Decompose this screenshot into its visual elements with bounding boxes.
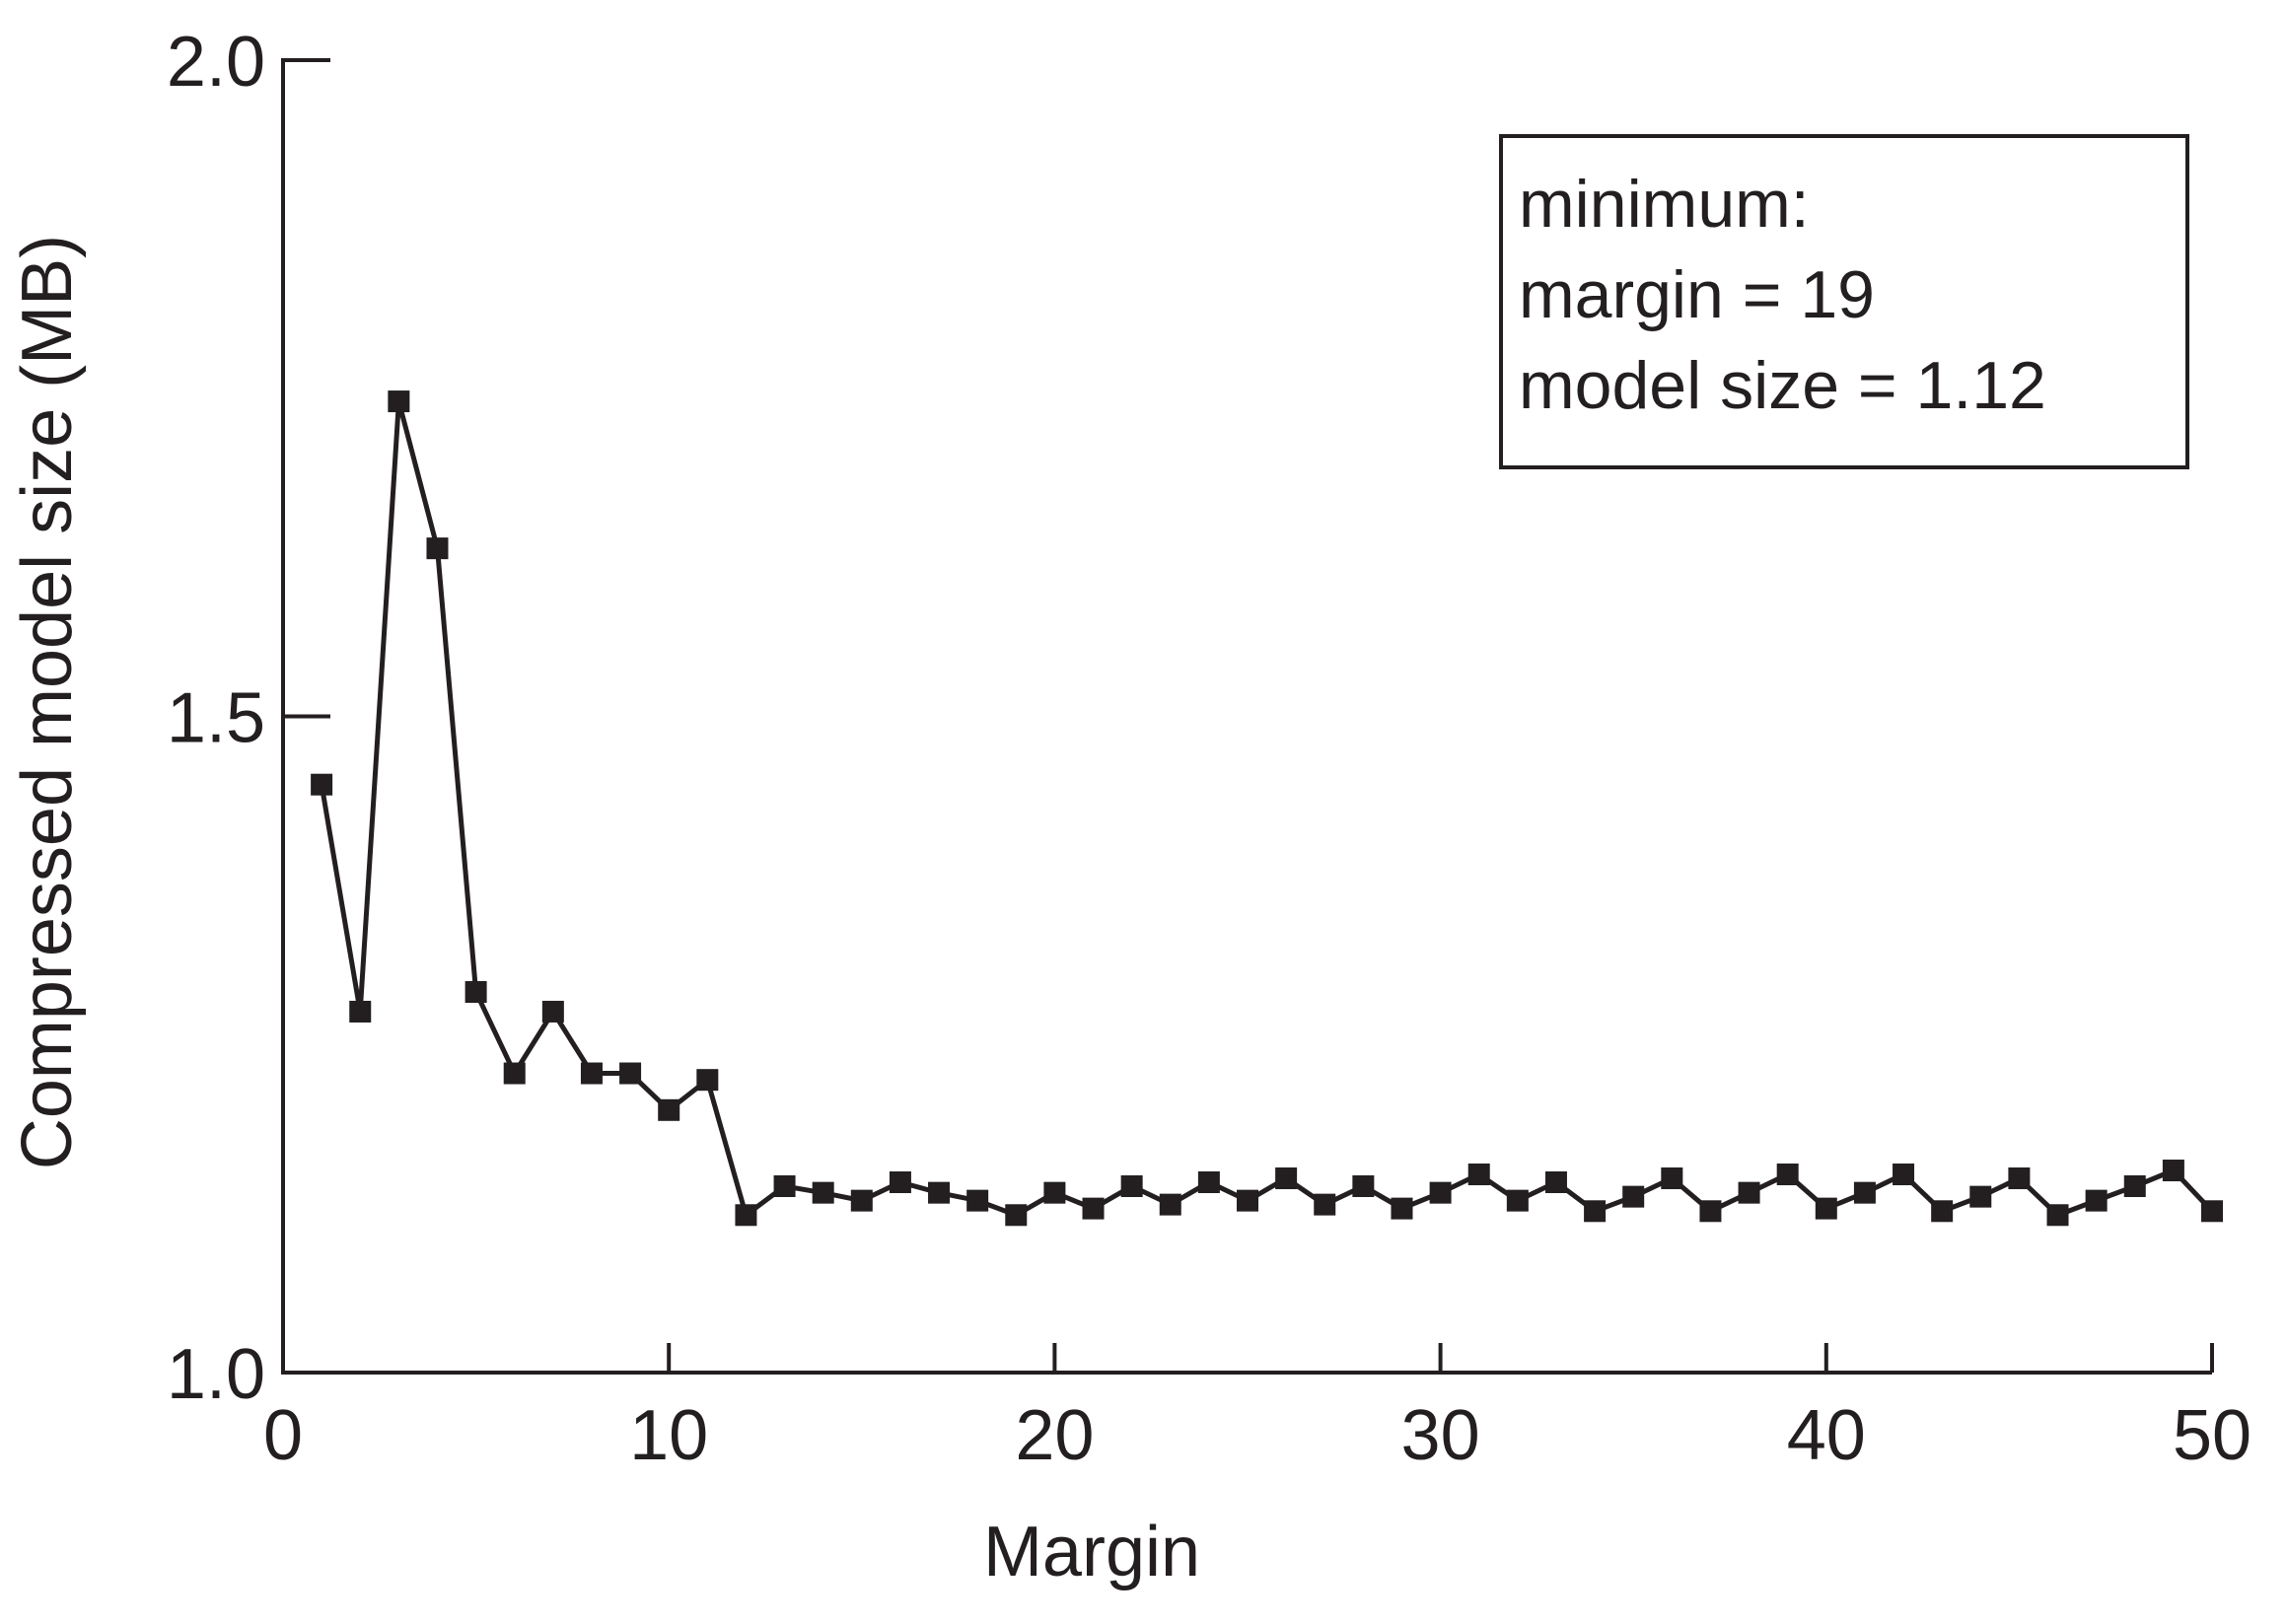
- data-point: [812, 1181, 834, 1204]
- data-point: [388, 390, 410, 413]
- data-point: [1043, 1181, 1066, 1204]
- x-tick-label: 30: [1401, 1396, 1480, 1475]
- data-point: [2008, 1167, 2031, 1190]
- y-tick-label: 2.0: [167, 23, 265, 102]
- data-line: [319, 400, 2214, 1220]
- data-point: [2162, 1160, 2184, 1182]
- data-point: [1082, 1197, 1105, 1220]
- data-point: [465, 981, 487, 1004]
- x-tick-label: 20: [1015, 1396, 1094, 1475]
- data-point: [1815, 1197, 1837, 1220]
- data-point: [2201, 1200, 2223, 1223]
- y-ticks: 1.0 1.5 2.0: [167, 23, 330, 1414]
- y-axis-title: Compressed model size (MB): [8, 235, 87, 1169]
- data-point: [311, 773, 333, 796]
- data-point: [773, 1174, 796, 1197]
- data-point: [966, 1189, 989, 1212]
- data-point: [1120, 1174, 1143, 1197]
- data-point: [426, 537, 449, 560]
- data-point: [1931, 1200, 1954, 1223]
- data-point: [928, 1181, 951, 1204]
- y-tick-label: 1.0: [167, 1335, 265, 1414]
- data-point: [1197, 1171, 1220, 1194]
- data-point: [1506, 1189, 1529, 1212]
- data-point: [580, 1062, 603, 1085]
- data-point: [696, 1069, 719, 1092]
- data-point: [1622, 1185, 1645, 1208]
- minimum-annotation-box: minimum: margin = 19 model size = 1.12: [1499, 134, 2189, 469]
- y-tick-label: 1.5: [167, 679, 265, 758]
- x-tick-label: 40: [1787, 1396, 1866, 1475]
- data-point: [1893, 1164, 1915, 1186]
- annotation-line-2: margin = 19: [1519, 257, 1875, 332]
- data-point: [349, 1000, 372, 1023]
- data-point: [889, 1171, 911, 1194]
- data-point: [1853, 1181, 1876, 1204]
- data-point: [1352, 1174, 1375, 1197]
- data-point: [1699, 1200, 1722, 1223]
- data-point: [2046, 1204, 2069, 1227]
- data-point: [1738, 1181, 1760, 1204]
- data-point: [1584, 1200, 1607, 1223]
- x-tick-label: 10: [629, 1396, 708, 1475]
- data-point: [1544, 1171, 1567, 1194]
- data-point: [1275, 1167, 1298, 1190]
- x-ticks: 0 10 20 30 40 50: [263, 1343, 2251, 1475]
- x-tick-label: 0: [263, 1396, 303, 1475]
- data-point: [1005, 1204, 1028, 1227]
- x-tick-label: 50: [2173, 1396, 2251, 1475]
- data-point: [541, 1000, 564, 1023]
- series-line: [311, 390, 2223, 1227]
- data-point: [1661, 1167, 1683, 1190]
- data-point: [1776, 1164, 1799, 1186]
- annotation-line-1: minimum:: [1519, 167, 1810, 242]
- data-point: [503, 1062, 526, 1085]
- data-point: [1429, 1181, 1452, 1204]
- data-point: [2123, 1174, 2146, 1197]
- data-point: [1391, 1197, 1413, 1220]
- data-point: [1237, 1189, 1258, 1212]
- data-point: [1969, 1185, 1992, 1208]
- data-point: [1314, 1193, 1336, 1216]
- data-point: [1467, 1164, 1490, 1186]
- data-point: [619, 1062, 642, 1085]
- data-point: [658, 1098, 680, 1121]
- data-point: [735, 1204, 757, 1227]
- data-point: [1159, 1193, 1181, 1216]
- data-point: [2085, 1189, 2108, 1212]
- x-axis-title: Margin: [983, 1513, 1200, 1591]
- annotation-line-3: model size = 1.12: [1519, 348, 2046, 423]
- data-point: [850, 1189, 873, 1212]
